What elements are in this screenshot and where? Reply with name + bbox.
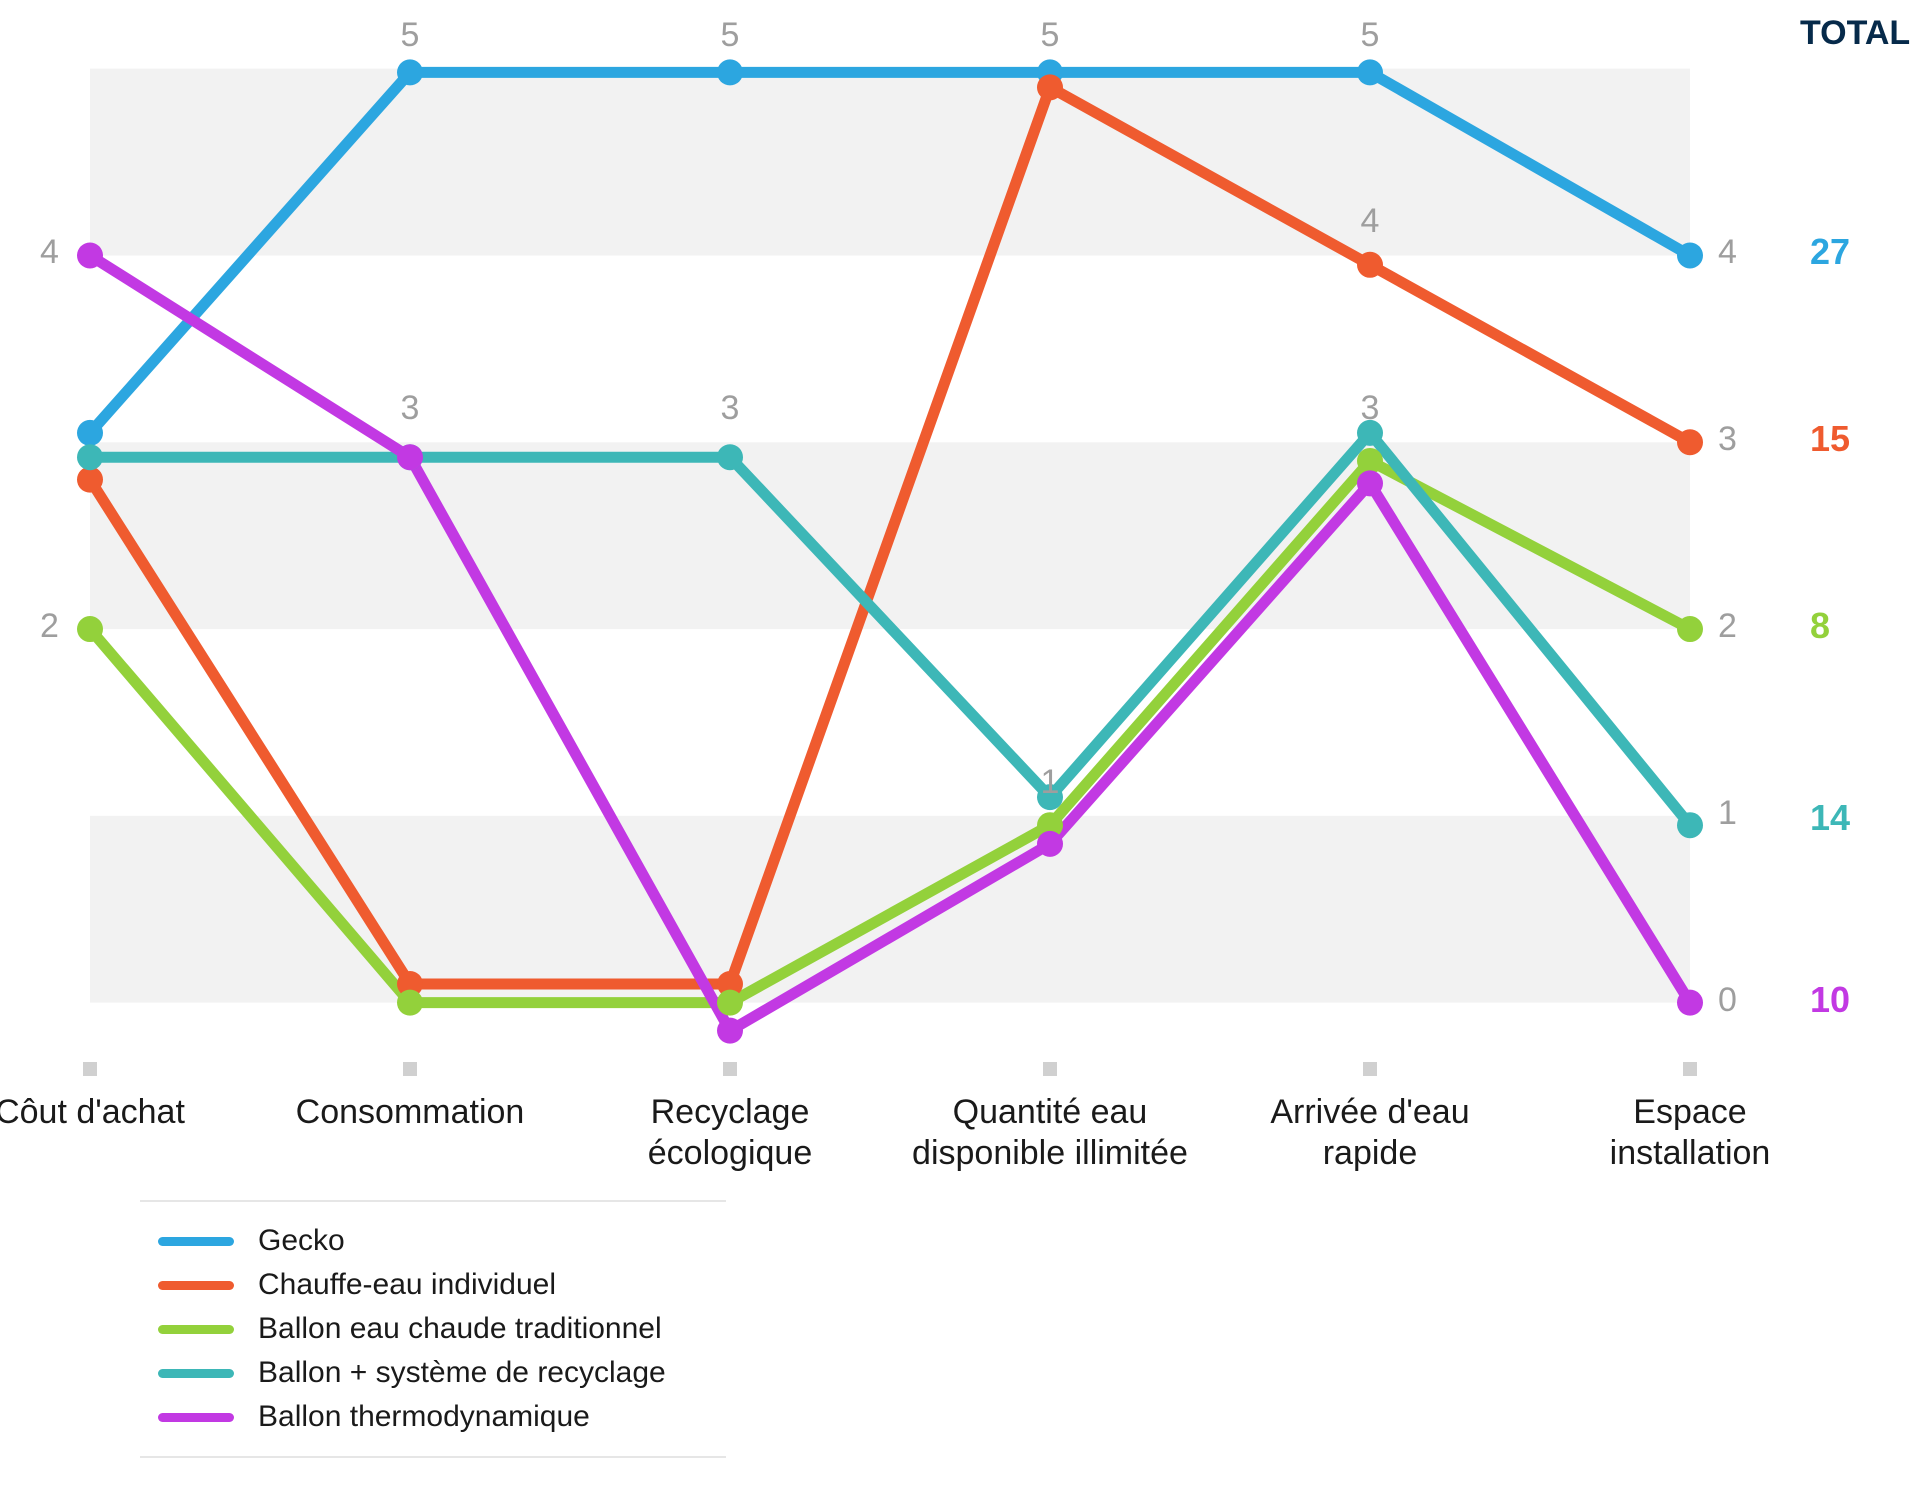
series-point	[77, 467, 103, 493]
x-category-label: Espaceinstallation	[1550, 1092, 1830, 1175]
series-point	[717, 1018, 743, 1044]
x-category-label: Consommation	[270, 1092, 550, 1133]
legend-item: Chauffe-eau individuel	[158, 1268, 708, 1302]
legend-label: Chauffe-eau individuel	[258, 1268, 556, 1302]
total-value: 14	[1810, 797, 1850, 839]
legend-swatch	[158, 1413, 234, 1422]
y-axis-label-right: 3	[1718, 420, 1737, 459]
legend-swatch	[158, 1237, 234, 1246]
series-point	[397, 990, 423, 1016]
x-category-label: Recyclageécologique	[590, 1092, 870, 1175]
series-point	[1677, 990, 1703, 1016]
x-category-label: Quantité eaudisponible illimitée	[910, 1092, 1190, 1175]
legend-label: Ballon thermodynamique	[258, 1400, 590, 1434]
legend-item: Ballon thermodynamique	[158, 1400, 708, 1434]
legend-item: Ballon eau chaude traditionnel	[158, 1312, 708, 1346]
series-point	[1677, 812, 1703, 838]
legend-swatch	[158, 1281, 234, 1290]
legend-swatch	[158, 1369, 234, 1378]
legend-item: Gecko	[158, 1224, 708, 1258]
legend-swatch	[158, 1325, 234, 1334]
series-point	[1357, 59, 1383, 85]
point-label: 5	[1041, 16, 1060, 55]
x-category-label: Côut d'achat	[0, 1092, 230, 1133]
series-point	[77, 242, 103, 268]
total-value: 27	[1810, 231, 1850, 273]
legend-item: Ballon + système de recyclage	[158, 1356, 708, 1390]
point-label: 3	[721, 389, 740, 428]
series-point	[397, 59, 423, 85]
point-label: 5	[401, 16, 420, 55]
series-point	[1677, 242, 1703, 268]
series-point	[77, 420, 103, 446]
series-point	[77, 616, 103, 642]
point-label: 1	[1041, 763, 1060, 802]
legend: Gecko Chauffe-eau individuel Ballon eau ch…	[140, 1200, 726, 1458]
series-point	[1357, 470, 1383, 496]
total-value: 15	[1810, 418, 1850, 460]
series-point	[1357, 448, 1383, 474]
legend-label: Ballon eau chaude traditionnel	[258, 1312, 662, 1346]
series-point	[1357, 252, 1383, 278]
total-value: 8	[1810, 605, 1830, 647]
point-label: 3	[401, 389, 420, 428]
point-label: 4	[1361, 202, 1380, 241]
y-axis-label: 4	[40, 233, 59, 272]
series-point	[1037, 74, 1063, 100]
series-point	[1677, 616, 1703, 642]
total-value: 10	[1810, 979, 1850, 1021]
y-axis-label-right: 4	[1718, 233, 1737, 272]
series-point	[1677, 429, 1703, 455]
point-label: 3	[1361, 389, 1380, 428]
series-point	[397, 444, 423, 470]
legend-label: Ballon + système de recyclage	[258, 1356, 666, 1390]
total-title: TOTAL	[1800, 14, 1910, 53]
point-label: 5	[1361, 16, 1380, 55]
y-axis-label-right: 2	[1718, 607, 1737, 646]
y-axis-label: 2	[40, 607, 59, 646]
y-axis-label-right: 1	[1718, 794, 1737, 833]
series-point	[77, 444, 103, 470]
series-point	[717, 444, 743, 470]
chart-container: { "chart": { "type": "line", "background…	[0, 0, 1920, 1493]
series-point	[1037, 831, 1063, 857]
series-point	[717, 990, 743, 1016]
legend-label: Gecko	[258, 1224, 345, 1258]
series-point	[717, 59, 743, 85]
x-category-label: Arrivée d'eaurapide	[1230, 1092, 1510, 1175]
y-axis-label-right: 0	[1718, 981, 1737, 1020]
point-label: 5	[721, 16, 740, 55]
